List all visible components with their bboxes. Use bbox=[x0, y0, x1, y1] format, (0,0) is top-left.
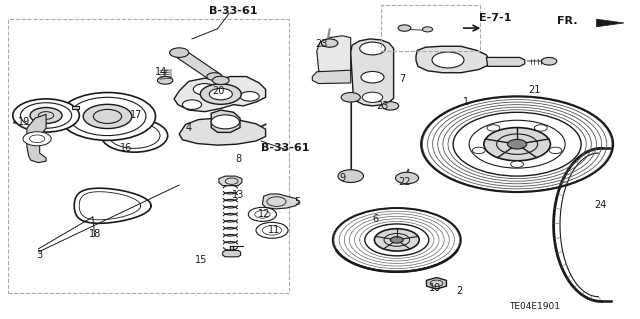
Polygon shape bbox=[174, 77, 266, 112]
Circle shape bbox=[157, 77, 173, 84]
Text: 23: 23 bbox=[315, 39, 328, 49]
Circle shape bbox=[541, 57, 557, 65]
Circle shape bbox=[390, 237, 403, 243]
Polygon shape bbox=[416, 46, 490, 73]
Circle shape bbox=[212, 76, 229, 85]
Circle shape bbox=[432, 52, 464, 68]
Circle shape bbox=[209, 88, 232, 100]
Polygon shape bbox=[486, 57, 525, 66]
Text: 4: 4 bbox=[186, 122, 192, 133]
Circle shape bbox=[207, 73, 222, 80]
Circle shape bbox=[472, 147, 485, 153]
Circle shape bbox=[170, 48, 189, 57]
Circle shape bbox=[211, 115, 239, 129]
Circle shape bbox=[549, 147, 562, 153]
Circle shape bbox=[422, 27, 433, 32]
Text: 13: 13 bbox=[232, 190, 244, 200]
Bar bbox=[8, 19, 289, 293]
Circle shape bbox=[453, 112, 581, 176]
Text: 5: 5 bbox=[294, 197, 301, 207]
Polygon shape bbox=[351, 39, 394, 106]
Text: 16: 16 bbox=[120, 143, 132, 153]
Polygon shape bbox=[219, 176, 242, 186]
Bar bbox=[381, 5, 480, 51]
Text: 6: 6 bbox=[372, 213, 379, 224]
Text: 7: 7 bbox=[399, 74, 405, 84]
Polygon shape bbox=[262, 194, 300, 209]
Text: 15: 15 bbox=[195, 255, 208, 265]
Text: 11: 11 bbox=[268, 225, 280, 235]
Text: 19: 19 bbox=[18, 117, 31, 127]
Circle shape bbox=[182, 100, 202, 109]
Circle shape bbox=[83, 104, 132, 129]
Polygon shape bbox=[317, 36, 351, 75]
Circle shape bbox=[508, 139, 527, 149]
Circle shape bbox=[200, 84, 241, 104]
Circle shape bbox=[360, 42, 385, 55]
Text: 17: 17 bbox=[129, 110, 142, 121]
Polygon shape bbox=[211, 110, 240, 132]
Text: 12: 12 bbox=[258, 209, 271, 219]
Polygon shape bbox=[596, 19, 624, 27]
Text: 18: 18 bbox=[88, 228, 101, 239]
Circle shape bbox=[338, 170, 364, 182]
Circle shape bbox=[374, 229, 419, 251]
Circle shape bbox=[511, 161, 524, 167]
Circle shape bbox=[398, 25, 411, 31]
Text: 8: 8 bbox=[235, 154, 241, 165]
Text: 22: 22 bbox=[398, 177, 411, 188]
Text: 9: 9 bbox=[339, 173, 346, 183]
Circle shape bbox=[13, 99, 79, 132]
Text: B-33-61: B-33-61 bbox=[260, 143, 309, 153]
Circle shape bbox=[365, 224, 429, 256]
Circle shape bbox=[484, 128, 550, 161]
Circle shape bbox=[23, 132, 51, 146]
Circle shape bbox=[193, 84, 216, 95]
Text: 3: 3 bbox=[36, 250, 43, 260]
Text: FR.: FR. bbox=[557, 16, 578, 26]
Circle shape bbox=[382, 102, 399, 110]
Circle shape bbox=[248, 207, 276, 221]
Polygon shape bbox=[223, 250, 241, 257]
Polygon shape bbox=[179, 118, 266, 145]
Text: 24: 24 bbox=[594, 200, 607, 210]
Circle shape bbox=[240, 92, 259, 101]
Circle shape bbox=[534, 125, 547, 131]
Polygon shape bbox=[312, 70, 351, 84]
Text: E-7-1: E-7-1 bbox=[479, 12, 511, 23]
Text: B-33-61: B-33-61 bbox=[209, 6, 258, 16]
Circle shape bbox=[256, 222, 288, 238]
Text: 21: 21 bbox=[528, 85, 541, 95]
Circle shape bbox=[396, 172, 419, 184]
Circle shape bbox=[60, 93, 156, 140]
Polygon shape bbox=[72, 106, 79, 109]
Circle shape bbox=[341, 93, 360, 102]
Text: 1: 1 bbox=[463, 97, 469, 107]
Text: 2: 2 bbox=[456, 286, 463, 296]
Polygon shape bbox=[426, 278, 447, 289]
Circle shape bbox=[487, 125, 500, 131]
Polygon shape bbox=[27, 114, 46, 163]
Circle shape bbox=[128, 107, 151, 118]
Polygon shape bbox=[173, 50, 221, 79]
Text: 14: 14 bbox=[155, 67, 168, 77]
Circle shape bbox=[362, 92, 383, 102]
Circle shape bbox=[361, 71, 384, 83]
Circle shape bbox=[321, 39, 338, 47]
Text: 23: 23 bbox=[376, 101, 389, 111]
Text: TE04E1901: TE04E1901 bbox=[509, 302, 560, 311]
Circle shape bbox=[30, 108, 62, 123]
Text: 10: 10 bbox=[429, 283, 442, 293]
Text: 20: 20 bbox=[212, 86, 225, 96]
